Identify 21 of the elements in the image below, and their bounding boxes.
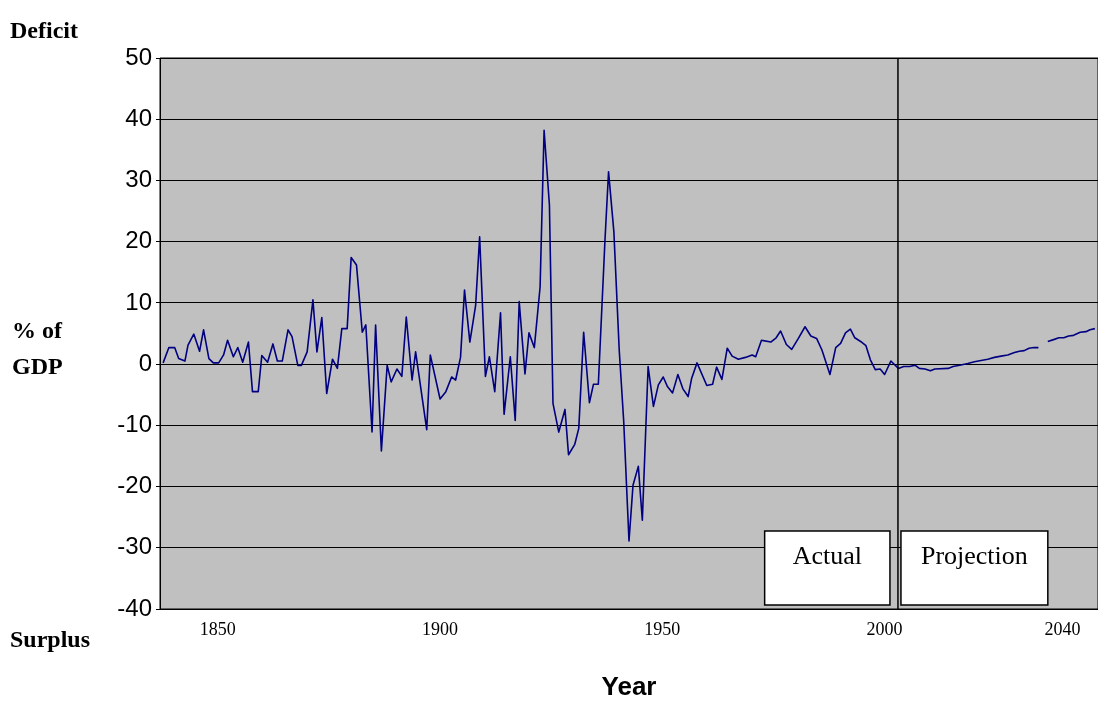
y-tick-label: -10 bbox=[117, 409, 152, 437]
x-axis-title: Year bbox=[601, 670, 657, 701]
y-tick-label: 50 bbox=[125, 42, 152, 70]
x-tick-label: 2040 bbox=[1044, 618, 1081, 639]
y-tick-label: 20 bbox=[125, 226, 152, 254]
annotation: Projection bbox=[920, 540, 1028, 570]
x-tick-label: 1900 bbox=[422, 618, 459, 639]
y-tick-label: 10 bbox=[125, 287, 152, 315]
text: Deficit bbox=[10, 17, 78, 43]
y-axis-title: % of GDP bbox=[12, 317, 63, 380]
x-tick-label: 1850 bbox=[199, 618, 236, 639]
y-tick-label: 30 bbox=[125, 165, 152, 193]
y-tick-label: -30 bbox=[117, 532, 152, 560]
y-tick-label: -20 bbox=[117, 471, 152, 499]
y-tick-label: 0 bbox=[138, 348, 152, 376]
y-tick-label: 40 bbox=[125, 103, 152, 131]
annotation: Actual bbox=[792, 540, 862, 570]
y-tick-label: -40 bbox=[117, 593, 152, 621]
x-tick-label: 2000 bbox=[866, 618, 903, 639]
text: Surplus bbox=[10, 626, 91, 652]
x-tick-label: 1950 bbox=[644, 618, 681, 639]
